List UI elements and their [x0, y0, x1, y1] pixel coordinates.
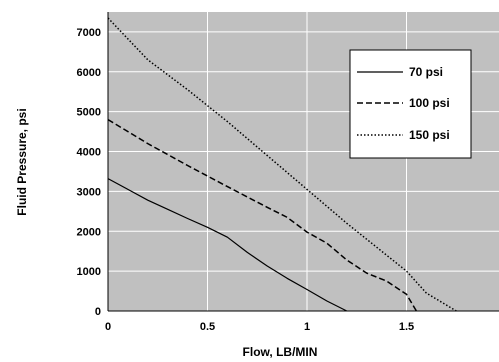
x-tick-label: 1: [304, 321, 310, 333]
y-tick-label: 3000: [77, 186, 101, 198]
series-lines: [107, 17, 457, 312]
series-line-150-psi: [107, 17, 457, 312]
legend-label-150-psi: 150 psi: [409, 128, 450, 142]
y-tick-label: 6000: [77, 67, 101, 79]
legend-label-70-psi: 70 psi: [409, 65, 443, 79]
y-axis-title: Fluid Pressure, psi: [15, 108, 29, 215]
tick-labels: 0 1000 2000 3000 4000 5000 6000 7000 0 0.5 1 1.5: [77, 12, 499, 333]
y-tick-label: 7000: [77, 27, 101, 39]
x-tick-label: 0.5: [200, 321, 215, 333]
legend: 70 psi 100 psi 150 psi: [349, 49, 472, 159]
y-tick-label: 2000: [77, 226, 101, 238]
x-axis-title: Flow, LB/MIN: [243, 345, 318, 359]
legend-label-100-psi: 100 psi: [409, 96, 450, 110]
y-tick-label: 1000: [77, 266, 101, 278]
y-tick-label: 5000: [77, 107, 101, 119]
x-tick-label: 1.5: [399, 321, 414, 333]
x-tick-label: 0: [105, 321, 111, 333]
y-tick-label: 4000: [77, 147, 101, 159]
y-tick-label: 0: [95, 306, 101, 318]
legend-box: [349, 49, 472, 159]
series-line-100-psi: [107, 118, 418, 312]
series-line-70-psi: [107, 178, 348, 312]
